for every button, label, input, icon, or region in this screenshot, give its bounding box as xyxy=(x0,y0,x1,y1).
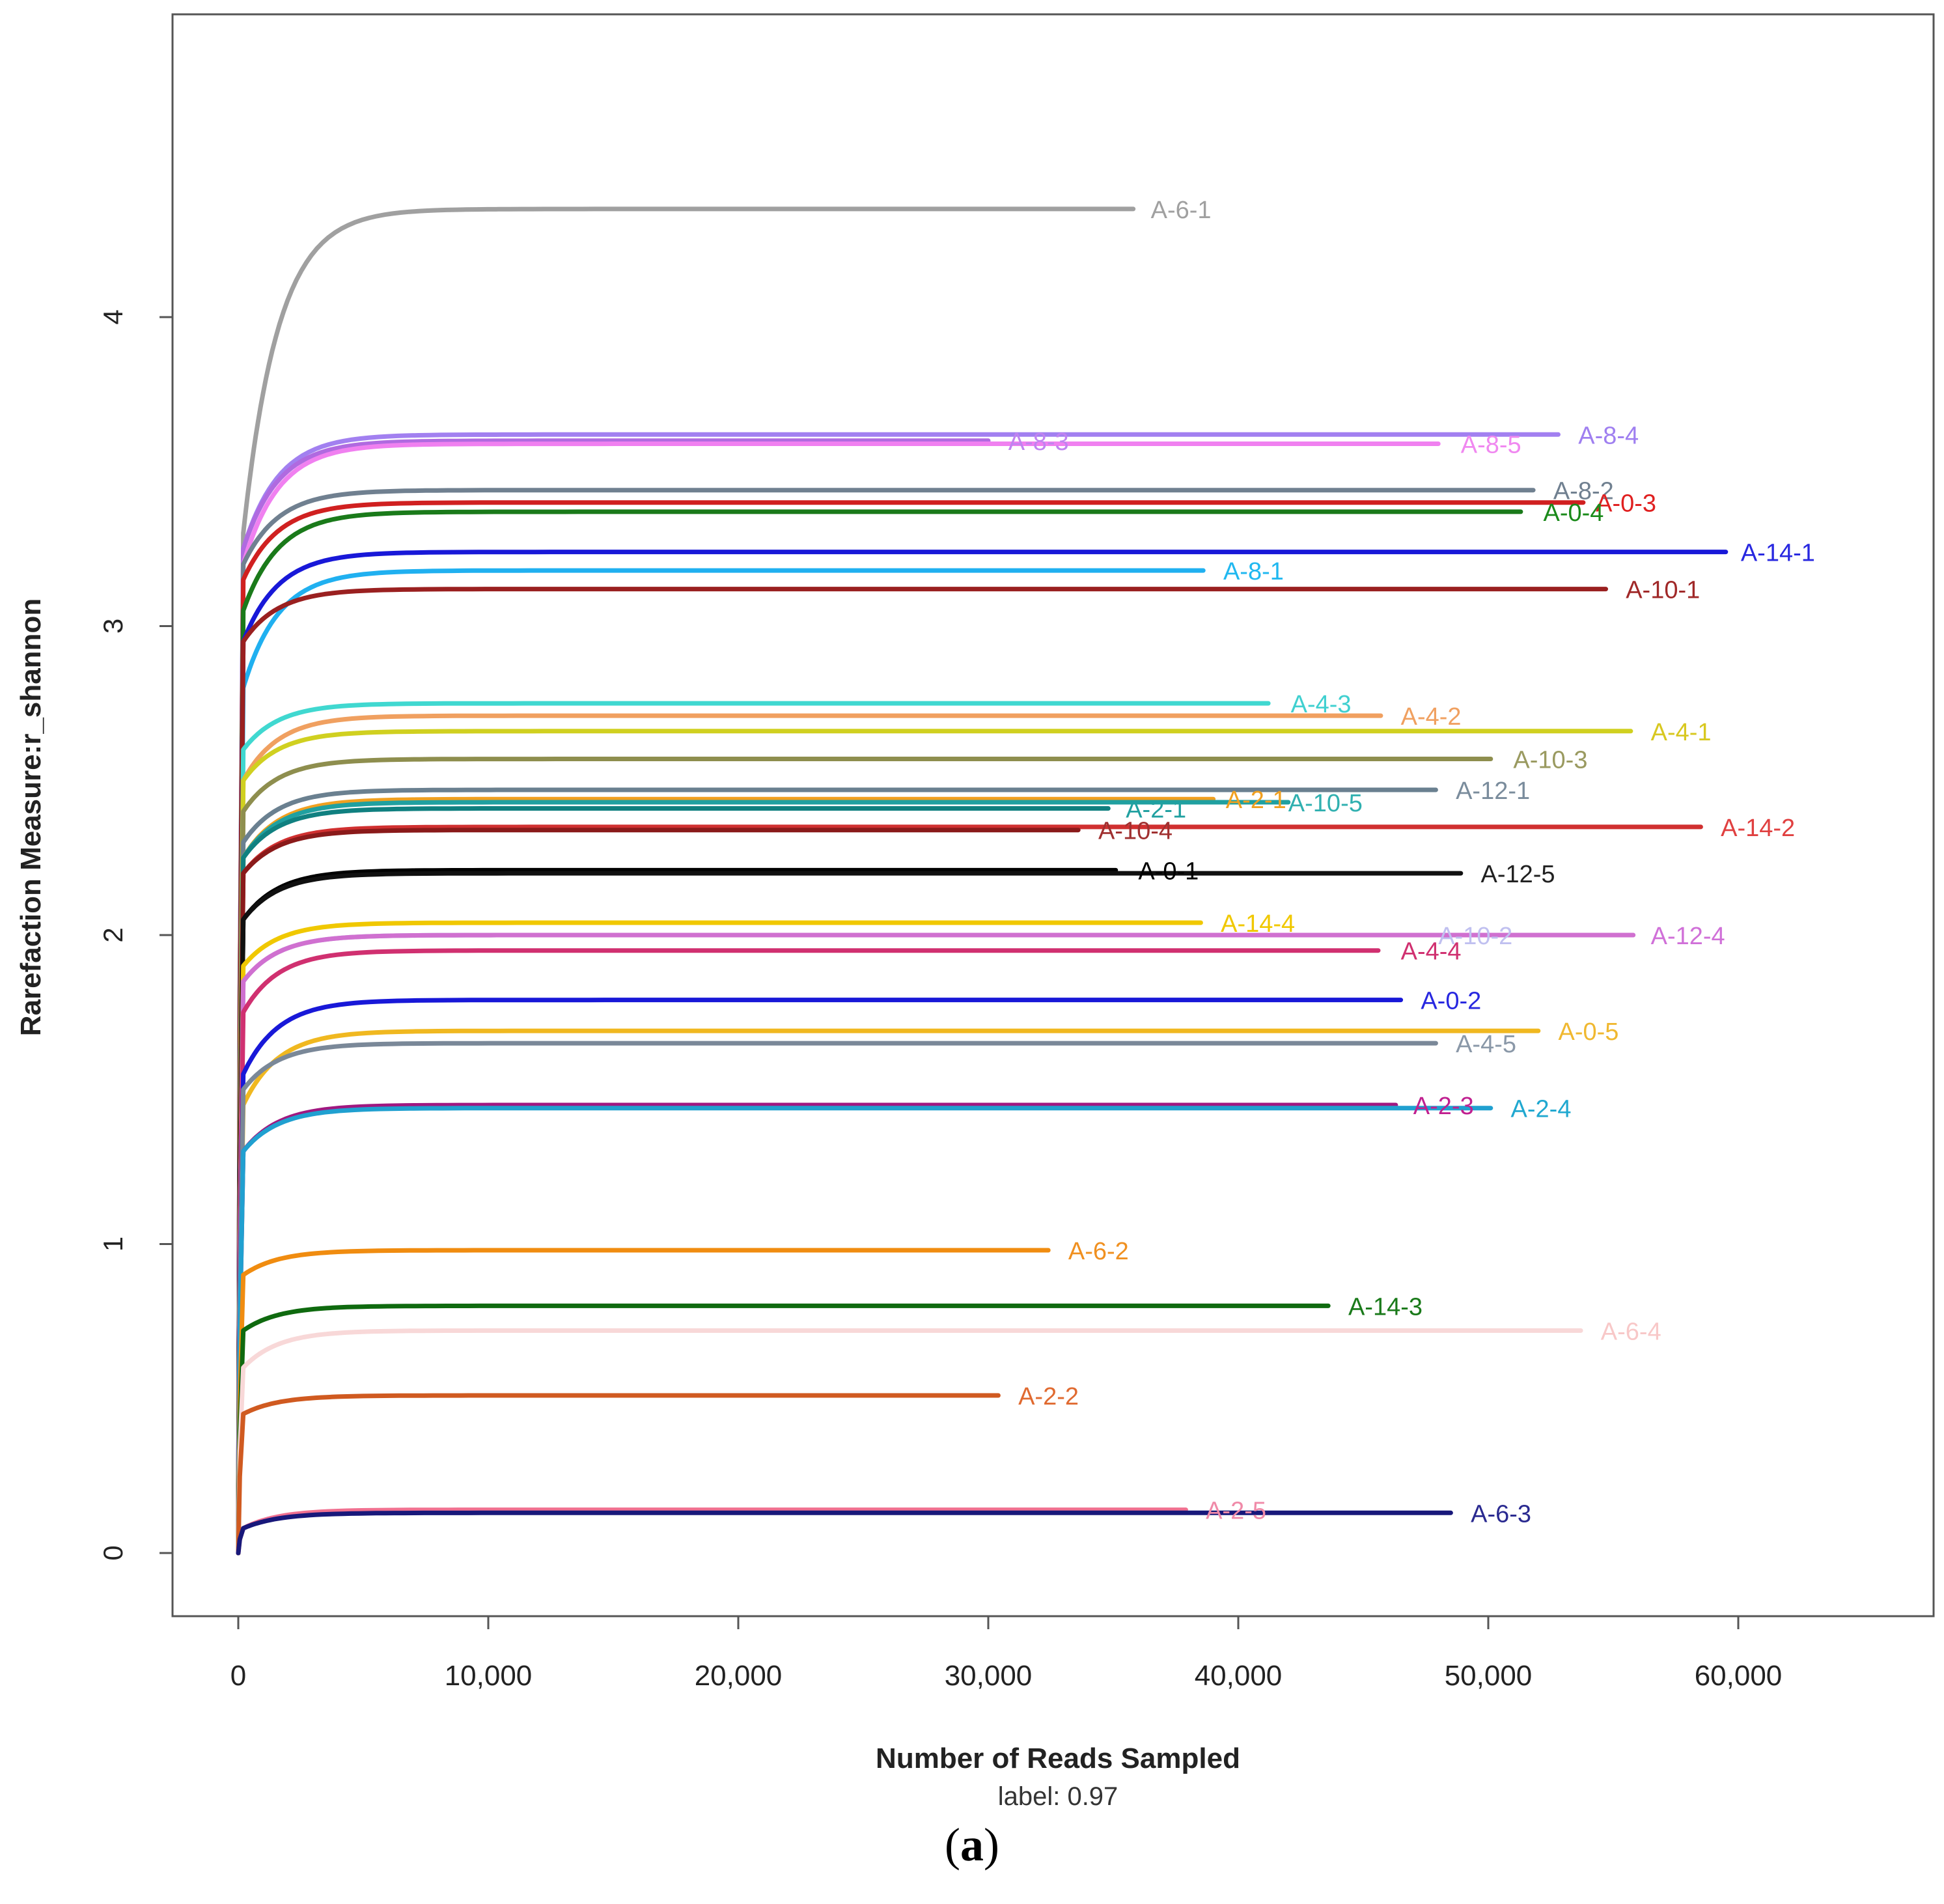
series-label-A-10-3: A-10-3 xyxy=(1513,747,1587,774)
series-label-A-14-2: A-14-2 xyxy=(1721,815,1795,842)
series-label-A-0-2: A-0-2 xyxy=(1421,988,1481,1015)
series-curve-A-12-4 xyxy=(236,932,1636,1556)
series-curve-A-12-5 xyxy=(236,871,1464,1556)
series-label-A-2-4: A-2-4 xyxy=(1511,1096,1572,1123)
panel-caption: (a) xyxy=(0,1809,1944,1881)
x-axis-title: Number of Reads Sampled xyxy=(876,1743,1240,1774)
series-curve-A-6-3 xyxy=(236,1510,1453,1556)
y-tick-label: 2 xyxy=(98,927,128,942)
series-curve-A-14-1 xyxy=(236,550,1729,1556)
series-curve-A-2-4 xyxy=(236,1106,1493,1556)
series-curve-A-2-2 xyxy=(236,1393,1001,1556)
series-label-A-2-5: A-2-5 xyxy=(1206,1498,1266,1525)
caption-open: ( xyxy=(945,1819,960,1871)
series-label-A-0-5: A-0-5 xyxy=(1559,1018,1619,1046)
series-curve-A-2-1b xyxy=(236,806,1111,1556)
series-label-A-8-4: A-8-4 xyxy=(1578,422,1639,449)
series-curve-A-10-3 xyxy=(236,757,1493,1556)
x-tick-label: 20,000 xyxy=(695,1660,783,1692)
series-label-A-8-1: A-8-1 xyxy=(1223,558,1284,585)
series-label-A-4-4: A-4-4 xyxy=(1401,938,1462,966)
series-label-A-4-2: A-4-2 xyxy=(1401,703,1462,731)
series-curve-A-12-1 xyxy=(236,787,1438,1556)
series-label-A-8-3: A-8-3 xyxy=(1008,428,1069,456)
x-axis: 0 10,000 20,000 30,000 40,000 50,000 60,000 xyxy=(230,1615,1783,1692)
series-label-A-2-1b: A-2-1 xyxy=(1126,796,1186,823)
series-curve-A-4-5 xyxy=(236,1041,1438,1556)
series-curve-A-10-1 xyxy=(236,587,1608,1556)
series-label-A-4-5: A-4-5 xyxy=(1456,1031,1516,1058)
series-label-A-4-1: A-4-1 xyxy=(1651,719,1712,746)
series-label-A-0-4: A-0-4 xyxy=(1543,499,1604,527)
y-tick-label: 1 xyxy=(98,1237,128,1252)
series-label-A-12-4: A-12-4 xyxy=(1651,923,1725,950)
series-label-A-2-1: A-2-1 xyxy=(1226,787,1286,814)
series-label-A-6-4: A-6-4 xyxy=(1601,1318,1661,1345)
series-curve-A-6-4 xyxy=(236,1328,1583,1556)
series-curve-A-8-3 xyxy=(236,438,991,1556)
x-tick-label: 0 xyxy=(230,1660,246,1692)
series-label-A-2-2: A-2-2 xyxy=(1018,1383,1079,1410)
series-curve-A-0-5 xyxy=(236,1028,1541,1556)
series-curve-A-4-4 xyxy=(236,948,1381,1556)
series-label-A-4-3: A-4-3 xyxy=(1291,691,1352,718)
x-tick-label: 30,000 xyxy=(945,1660,1033,1692)
y-tick-label: 4 xyxy=(98,309,128,324)
series-label-A-8-5: A-8-5 xyxy=(1461,432,1521,459)
chart-subtitle: label: 0.97 xyxy=(998,1782,1118,1811)
series-label-A-6-1: A-6-1 xyxy=(1151,197,1212,224)
series-label-A-14-1: A-14-1 xyxy=(1741,540,1815,567)
series-curve-A-4-3 xyxy=(236,701,1271,1556)
caption-close: ) xyxy=(984,1819,999,1871)
series-label-layer: A-6-1 A-8-4 A-8-3 A-8-5 A-8-2A-0-3A-0-4 A-14-… xyxy=(1008,197,1815,1528)
series-curve-A-4-2 xyxy=(236,713,1383,1556)
series-curve-A-0-3 xyxy=(236,500,1586,1556)
series-curve-A-8-5 xyxy=(236,441,1441,1556)
series-curve-A-6-1 xyxy=(236,206,1136,1556)
series-curve-A-0-4 xyxy=(236,509,1523,1556)
series-label-A-10-4: A-10-4 xyxy=(1098,818,1173,845)
series-label-A-12-5: A-12-5 xyxy=(1480,861,1555,888)
series-label-A-2-3: A-2-3 xyxy=(1413,1093,1474,1120)
series-curve-A-8-2 xyxy=(236,488,1536,1556)
series-label-A-10-2: A-10-2 xyxy=(1438,923,1512,950)
x-tick-label: 10,000 xyxy=(445,1660,533,1692)
series-label-A-6-3: A-6-3 xyxy=(1471,1500,1531,1528)
series-label-A-12-1: A-12-1 xyxy=(1456,777,1530,805)
series-label-A-8-2: A-8-2 xyxy=(1553,478,1614,505)
x-tick-label: 60,000 xyxy=(1695,1660,1783,1692)
series-label-A-0-3: A-0-3 xyxy=(1596,490,1656,518)
series-label-A-14-3: A-14-3 xyxy=(1348,1293,1423,1321)
series-curve-A-14-4 xyxy=(236,920,1203,1556)
series-label-A-0-1: A-0-1 xyxy=(1138,858,1199,885)
series-label-A-10-5: A-10-5 xyxy=(1288,790,1363,817)
y-axis: 0 1 2 3 4 xyxy=(98,309,174,1561)
y-tick-label: 3 xyxy=(98,619,128,634)
series-label-A-14-4: A-14-4 xyxy=(1221,910,1295,938)
curve-layer xyxy=(236,206,1729,1556)
series-curve-A-0-2 xyxy=(236,998,1404,1556)
x-tick-label: 40,000 xyxy=(1195,1660,1283,1692)
y-axis-title: Rarefaction Measure:r_shannon xyxy=(15,598,47,1036)
series-label-A-10-1: A-10-1 xyxy=(1626,577,1700,604)
series-curve-A-4-1 xyxy=(236,729,1633,1556)
series-curve-A-10-4 xyxy=(236,828,1081,1556)
series-curve-A-6-2 xyxy=(236,1248,1051,1556)
series-label-A-6-2: A-6-2 xyxy=(1068,1238,1129,1265)
series-curve-A-14-3 xyxy=(236,1303,1331,1556)
x-tick-label: 50,000 xyxy=(1445,1660,1533,1692)
y-tick-label: 0 xyxy=(98,1545,128,1560)
series-curve-A-8-1 xyxy=(236,568,1206,1556)
caption-letter: a xyxy=(960,1819,984,1871)
